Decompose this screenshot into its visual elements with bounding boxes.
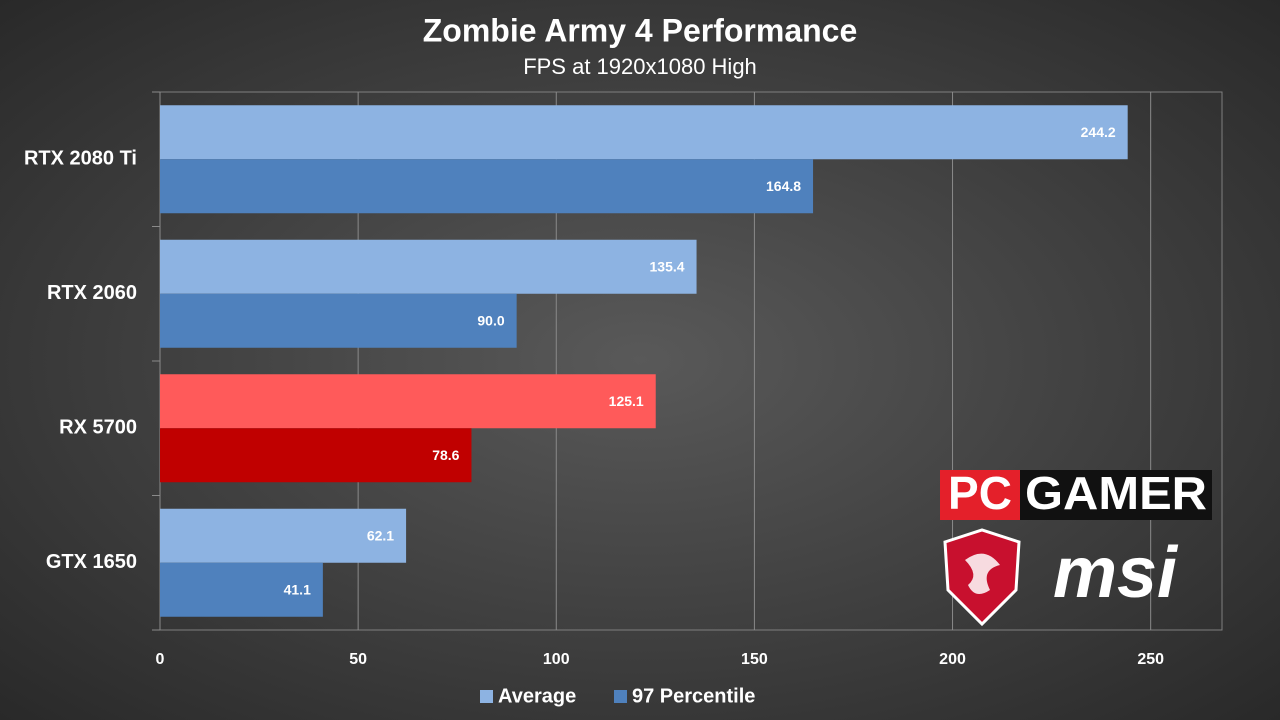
bar	[160, 508, 407, 563]
logo-pc-box	[940, 470, 1020, 520]
bar	[160, 159, 814, 214]
value-label: 78.6	[432, 447, 459, 463]
value-label: 90.0	[477, 312, 504, 328]
bar	[160, 105, 1128, 160]
x-tick-label: 150	[741, 651, 768, 668]
bar	[160, 239, 697, 294]
x-tick-label: 0	[156, 651, 165, 668]
y-tick-label: RTX 2060	[47, 282, 137, 304]
logo-pc: PC	[948, 467, 1012, 519]
value-label: 41.1	[284, 581, 311, 597]
legend: Average 97 Percentile	[480, 685, 755, 707]
logo-dragon	[965, 553, 1000, 594]
value-label: 244.2	[1081, 124, 1116, 140]
x-tick-label: 100	[543, 651, 570, 668]
logo-gamer-box	[1020, 470, 1212, 520]
logo-msi: msi	[1053, 533, 1179, 613]
bar	[160, 562, 323, 617]
chart-subtitle: FPS at 1920x1080 High	[523, 54, 757, 79]
legend-swatch	[614, 690, 627, 703]
legend-swatch	[480, 690, 493, 703]
y-tick-label: RTX 2080 Ti	[24, 148, 137, 170]
chart-title: Zombie Army 4 Performance	[423, 12, 858, 48]
y-tick-label: RX 5700	[59, 417, 137, 439]
bar	[160, 428, 472, 483]
legend-label: 97 Percentile	[632, 685, 755, 707]
logo-gamer: GAMER	[1025, 467, 1207, 519]
bar	[160, 374, 656, 429]
legend-label: Average	[498, 685, 576, 707]
x-tick-label: 250	[1137, 651, 1164, 668]
value-label: 135.4	[650, 258, 685, 274]
value-label: 125.1	[609, 393, 644, 409]
plot-area: 0 50 100 150 200 250 RTX 2080 Ti 244.2 164.8 RTX …	[24, 91, 1223, 668]
x-tick-label: 50	[349, 651, 367, 668]
value-label: 62.1	[367, 527, 394, 543]
x-tick-label: 200	[939, 651, 966, 668]
logo: PC GAMER msi	[940, 467, 1212, 627]
value-label: 164.8	[766, 178, 801, 194]
y-tick-label: GTX 1650	[46, 551, 137, 573]
bar	[160, 293, 517, 348]
